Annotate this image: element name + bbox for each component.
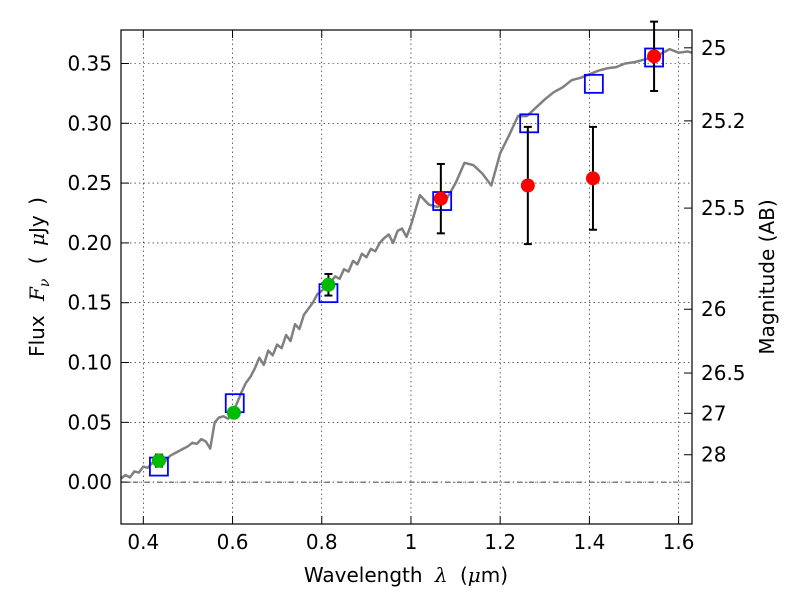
y-axis-label: Flux Fν ( μJy ) — [25, 197, 54, 357]
grid-layer — [121, 30, 692, 524]
infrared-point — [520, 178, 535, 193]
ticks-layer: 0.4 0.6 0.8 1 1.2 1.4 1.6 0.00 0.05 0.10 0.15 0.20 0… — [67, 30, 746, 554]
y2-tick-label: 26 — [701, 297, 726, 321]
x-tick-label: 1.6 — [663, 530, 695, 554]
infrared-point — [433, 191, 448, 206]
infrared-point — [585, 171, 600, 186]
x-axis-label: Wavelength λ (μm) — [304, 563, 508, 587]
optical-point — [226, 405, 241, 420]
y2-tick-label: 28 — [701, 443, 726, 467]
y2-tick-label: 25 — [701, 36, 726, 60]
y2-tick-label: 25.5 — [701, 196, 746, 220]
y-tick-label: 0.20 — [67, 231, 112, 255]
model-square — [583, 73, 604, 94]
data-layer — [120, 20, 693, 480]
x-tick-label: 1 — [405, 530, 418, 554]
infrared-point — [647, 49, 662, 64]
y-tick-label: 0.25 — [67, 171, 112, 195]
y-tick-label: 0.15 — [67, 291, 112, 315]
y-tick-label: 0.30 — [67, 111, 112, 135]
y2-axis-label: Magnitude (AB) — [755, 199, 779, 354]
x-tick-label: 1.4 — [573, 530, 605, 554]
model-square — [519, 113, 540, 134]
x-tick-label: 0.4 — [127, 530, 159, 554]
sed-line — [120, 47, 693, 480]
y2-tick-label: 27 — [701, 401, 726, 425]
x-tick-label: 1.2 — [484, 530, 516, 554]
y-tick-label: 0.35 — [67, 51, 112, 75]
plot-frame — [120, 29, 693, 525]
y2-tick-label: 26.5 — [701, 361, 746, 385]
optical-point — [321, 277, 336, 292]
x-tick-label: 0.8 — [306, 530, 338, 554]
y-tick-label: 0.05 — [67, 410, 112, 434]
y-tick-label: 0.10 — [67, 351, 112, 375]
y2-tick-label: 25.2 — [701, 109, 746, 133]
y-tick-label: 0.00 — [67, 470, 112, 494]
optical-point — [151, 453, 166, 468]
x-tick-label: 0.6 — [217, 530, 249, 554]
